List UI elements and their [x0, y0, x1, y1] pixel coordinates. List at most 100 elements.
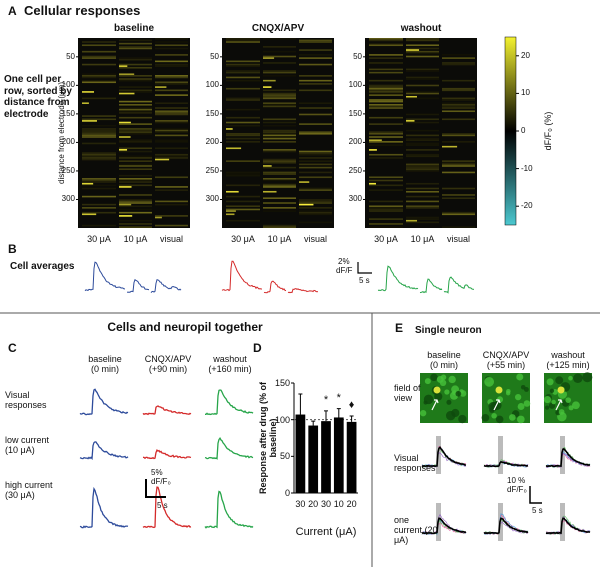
error-bar: [324, 410, 328, 422]
heatmap-cell: [263, 165, 272, 167]
heatmap-cell: [155, 76, 188, 79]
mean-trace: [483, 460, 529, 468]
row-note: One cell per row, sorted by distance fro…: [4, 74, 72, 120]
heatmap-cell: [263, 92, 296, 95]
heatmap-cell: [263, 207, 296, 209]
heatmap-cell: [119, 57, 152, 59]
heatmap-cell: [299, 176, 332, 179]
y-tick-label: 200: [61, 137, 75, 147]
heatmap-cell: [299, 160, 332, 162]
heatmap-cell: [82, 120, 97, 122]
heatmap-cell: [263, 131, 296, 133]
heatmap-cell: [119, 110, 152, 113]
cell-blob: [481, 413, 490, 422]
heatmap-cell: [82, 124, 116, 127]
cell-blob: [555, 376, 564, 385]
heatmap-cell: [82, 211, 116, 214]
colorbar-tick-label: -20: [521, 201, 533, 211]
response-trace: [79, 486, 129, 529]
heatmap-cell: [119, 47, 152, 50]
heatmap-cell: [155, 65, 188, 67]
heatmap-cell: [406, 52, 439, 55]
cell-average-trace: [221, 260, 262, 292]
scale-y-unit: dF/F: [336, 266, 353, 275]
heatmap-cell: [119, 107, 152, 109]
heatmap-cell: [82, 132, 116, 135]
scale-y-label: 2%: [338, 257, 350, 266]
y-tick-label: 100: [205, 80, 219, 90]
heatmap-cell: [82, 195, 116, 198]
heatmap-cell: [263, 86, 272, 88]
heatmap-cell: [263, 224, 296, 227]
scale-x-label: 5 s: [359, 276, 370, 285]
heatmap-cell: [406, 120, 415, 122]
heatmap-cell: [406, 44, 439, 47]
scale-bar: [357, 262, 372, 274]
heatmap-cell: [155, 176, 188, 179]
heatmap-cell: [119, 199, 152, 201]
heatmap-cell: [226, 116, 260, 119]
heatmap-cell: [263, 190, 277, 193]
condition-name: baseline: [427, 350, 461, 360]
heatmap-cell: [406, 163, 439, 166]
heatmap-cell: [263, 124, 296, 127]
heatmap-cell: [226, 70, 260, 72]
heatmap-cell: [82, 76, 116, 79]
y-axis-label: Response after drug (% of baseline): [258, 382, 278, 495]
heatmap-cell: [119, 181, 152, 183]
heatmap-cell: [82, 73, 116, 76]
heatmap-cell: [226, 121, 260, 124]
condition-time: (+125 min): [546, 360, 590, 370]
panel-title: Cellular responses: [24, 3, 141, 18]
cell-blob: [458, 414, 467, 424]
heatmap-cell: [406, 70, 439, 72]
heatmap-cell: [119, 131, 152, 133]
heatmap-cell: [263, 97, 296, 100]
condition-time: (+160 min): [208, 364, 252, 374]
heatmap-cell: [406, 155, 439, 158]
heatmap-cell: [406, 49, 420, 51]
cell-blob: [434, 392, 443, 401]
heatmap-cell: [406, 76, 439, 79]
heatmap-cell: [82, 41, 116, 43]
bar: [333, 417, 344, 493]
response-trace: [142, 486, 192, 529]
heatmap-cell: [226, 208, 260, 211]
bar: [346, 421, 357, 493]
heatmap-cell: [119, 147, 152, 150]
heatmap-cell: [406, 68, 439, 71]
heatmap-cell: [369, 44, 403, 47]
heatmap-cell: [155, 63, 188, 66]
x-tick-label: 30: [320, 499, 332, 509]
cell-blob: [520, 384, 526, 390]
mean-trace: [545, 447, 591, 468]
heatmap-cell: [119, 39, 152, 42]
heatmap-cell: [299, 54, 332, 56]
heatmap-cell: [442, 160, 475, 162]
heatmap-cell: [369, 157, 403, 159]
cell-blob: [568, 405, 574, 411]
heatmap-cell: [263, 210, 296, 212]
heatmap-cell: [226, 137, 260, 140]
heatmap-cell: [82, 224, 116, 227]
cell-blob: [572, 401, 580, 410]
heatmap-cell: [442, 110, 475, 113]
panel-letter: C: [8, 341, 17, 355]
x-tick-label: 30: [295, 499, 306, 509]
heatmap-cell: [406, 91, 439, 93]
heatmap-cell: [119, 163, 152, 166]
heatmap-cell: [299, 221, 332, 224]
heatmap-cell: [263, 132, 296, 135]
heatmap-cell: [119, 174, 152, 177]
heatmap-cell: [442, 97, 475, 100]
heatmap-cell: [155, 89, 188, 92]
heatmap-cell: [119, 186, 132, 188]
cell-blob: [517, 403, 525, 410]
heatmap-cell: [119, 132, 152, 135]
heatmap-cell: [82, 184, 116, 187]
heatmap-cell: [263, 129, 296, 132]
heatmap-cell: [226, 132, 260, 135]
heatmap-cell: [406, 149, 439, 151]
y-tick-label: 100: [274, 414, 290, 425]
highlighted-cell: [433, 386, 441, 394]
